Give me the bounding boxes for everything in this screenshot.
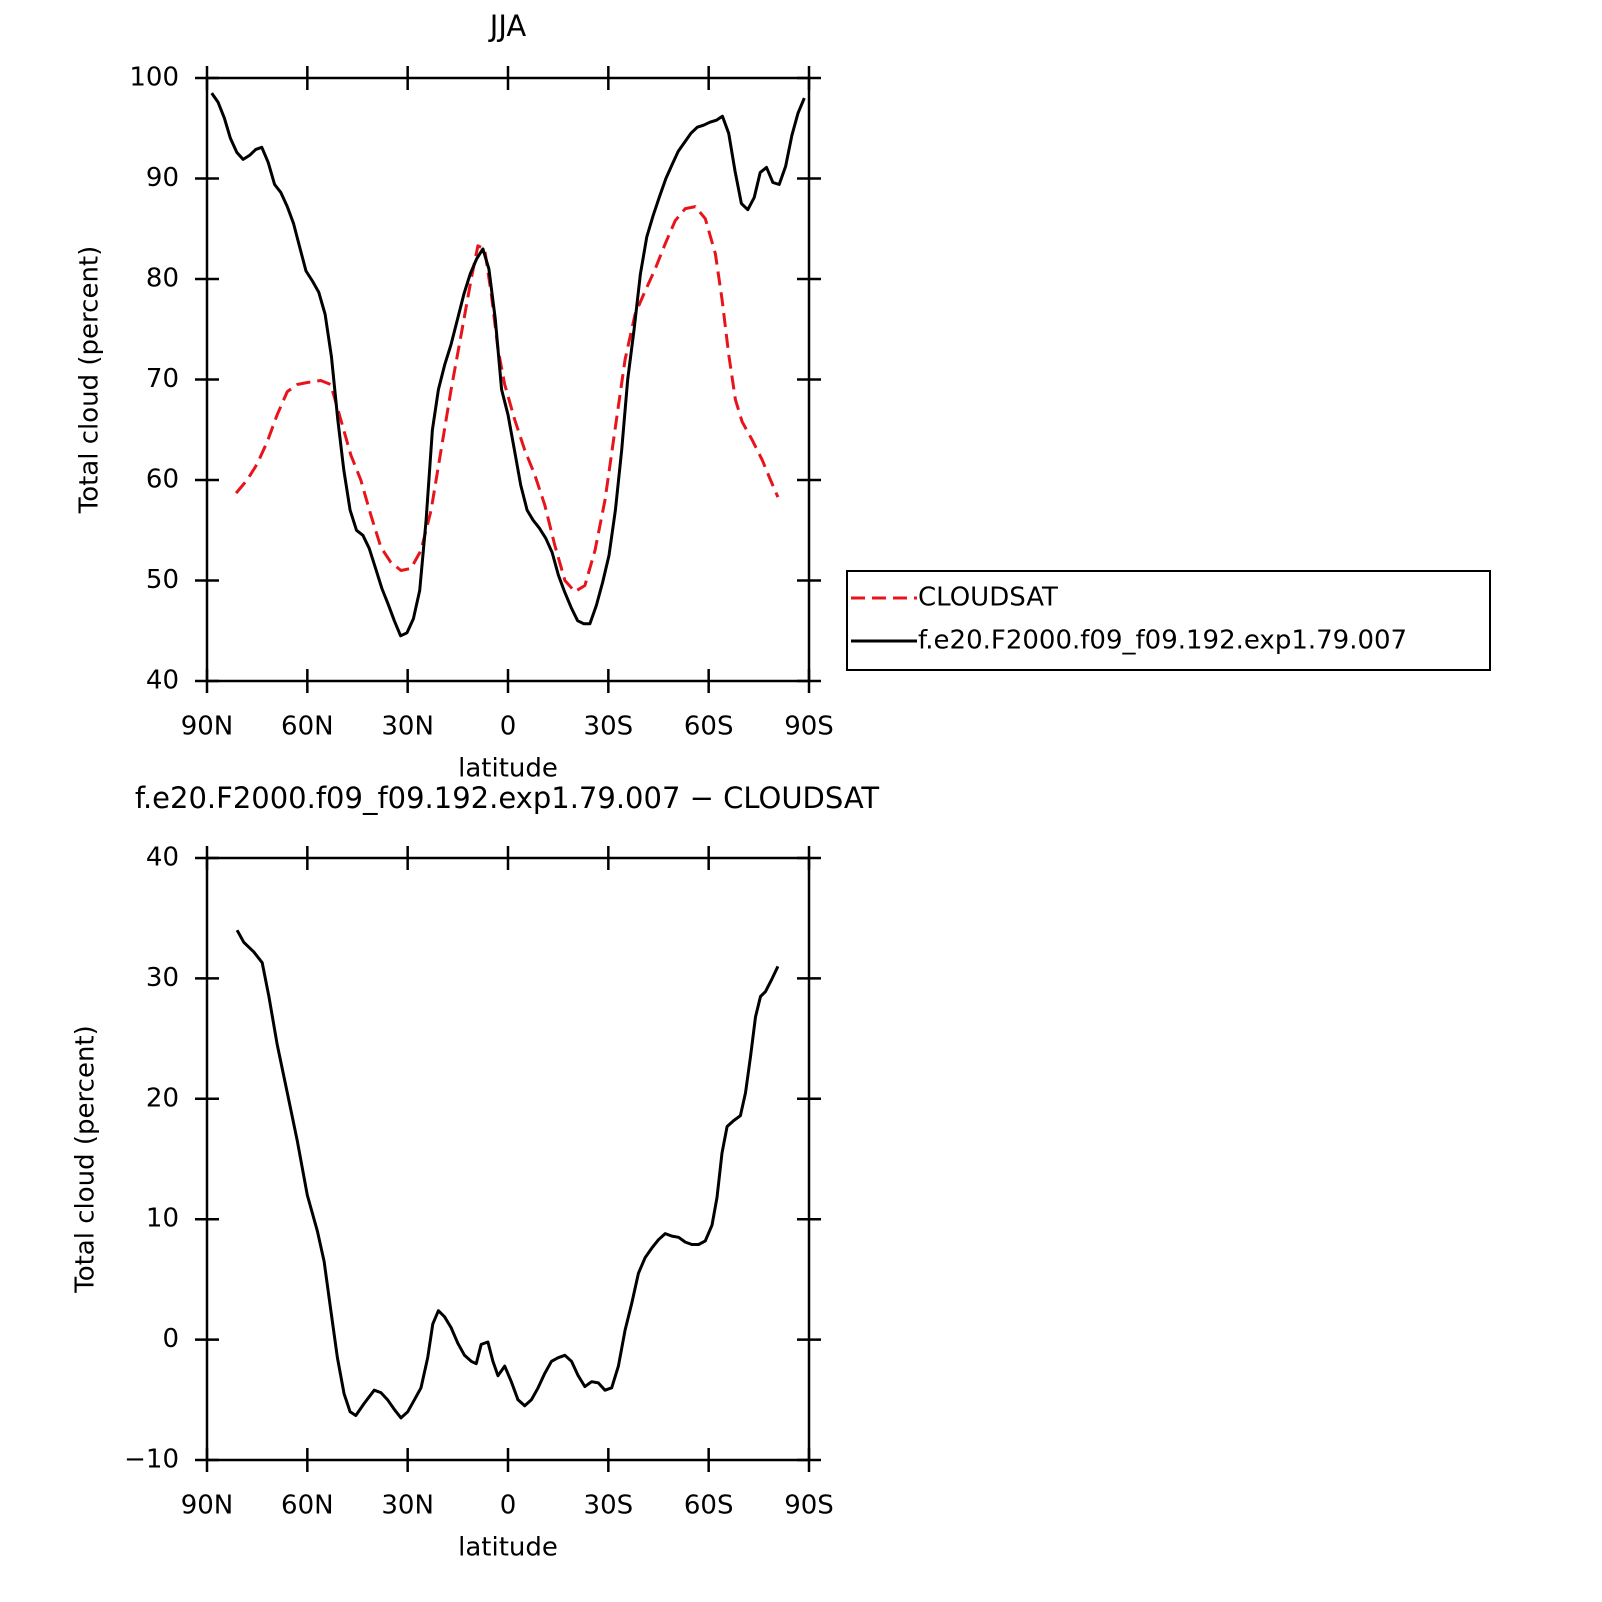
y-axis-label: Total cloud (percent) <box>75 246 105 515</box>
y-tick-label: 90 <box>146 163 179 193</box>
y-tick-label: 60 <box>146 465 179 495</box>
y-tick-label: 80 <box>146 264 179 294</box>
y-tick-label: 70 <box>146 364 179 394</box>
plot-frame <box>205 76 811 683</box>
legend-box <box>846 570 1491 671</box>
x-axis-label: latitude <box>458 754 558 784</box>
x-tick-label: 60S <box>684 712 734 742</box>
x-tick-label: 30N <box>381 712 434 742</box>
y-tick-label: 10 <box>146 1204 179 1234</box>
x-tick-label: 30N <box>381 1491 434 1521</box>
x-tick-label: 90N <box>181 1491 234 1521</box>
y-tick-label: 0 <box>162 1324 179 1354</box>
chart-title: JJA <box>488 9 527 43</box>
y-tick-label: −10 <box>124 1445 179 1475</box>
x-axis-label: latitude <box>458 1533 558 1563</box>
y-tick-label: 40 <box>146 666 179 696</box>
y-tick-label: 20 <box>146 1083 179 1113</box>
x-tick-label: 60N <box>281 712 334 742</box>
legend-label: f.e20.F2000.f09_f09.192.exp1.79.007 <box>918 626 1407 656</box>
x-tick-label: 90S <box>784 1491 834 1521</box>
x-tick-label: 90S <box>784 712 834 742</box>
data-line <box>234 205 780 594</box>
x-tick-label: 0 <box>500 1491 517 1521</box>
data-line <box>235 929 780 1420</box>
x-tick-label: 60S <box>684 1491 734 1521</box>
data-line <box>210 92 806 638</box>
chart-title: f.e20.F2000.f09_f09.192.exp1.79.007 − CL… <box>135 781 880 815</box>
plot-frame <box>205 856 811 1462</box>
y-tick-label: 40 <box>146 843 179 873</box>
x-tick-label: 30S <box>584 712 634 742</box>
x-tick-label: 60N <box>281 1491 334 1521</box>
x-tick-label: 30S <box>584 1491 634 1521</box>
y-axis-label: Total cloud (percent) <box>71 1025 101 1294</box>
y-tick-label: 100 <box>129 63 179 93</box>
x-tick-label: 0 <box>500 712 517 742</box>
y-tick-label: 30 <box>146 963 179 993</box>
x-tick-label: 90N <box>181 712 234 742</box>
y-tick-label: 50 <box>146 565 179 595</box>
legend-label: CLOUDSAT <box>918 583 1058 613</box>
